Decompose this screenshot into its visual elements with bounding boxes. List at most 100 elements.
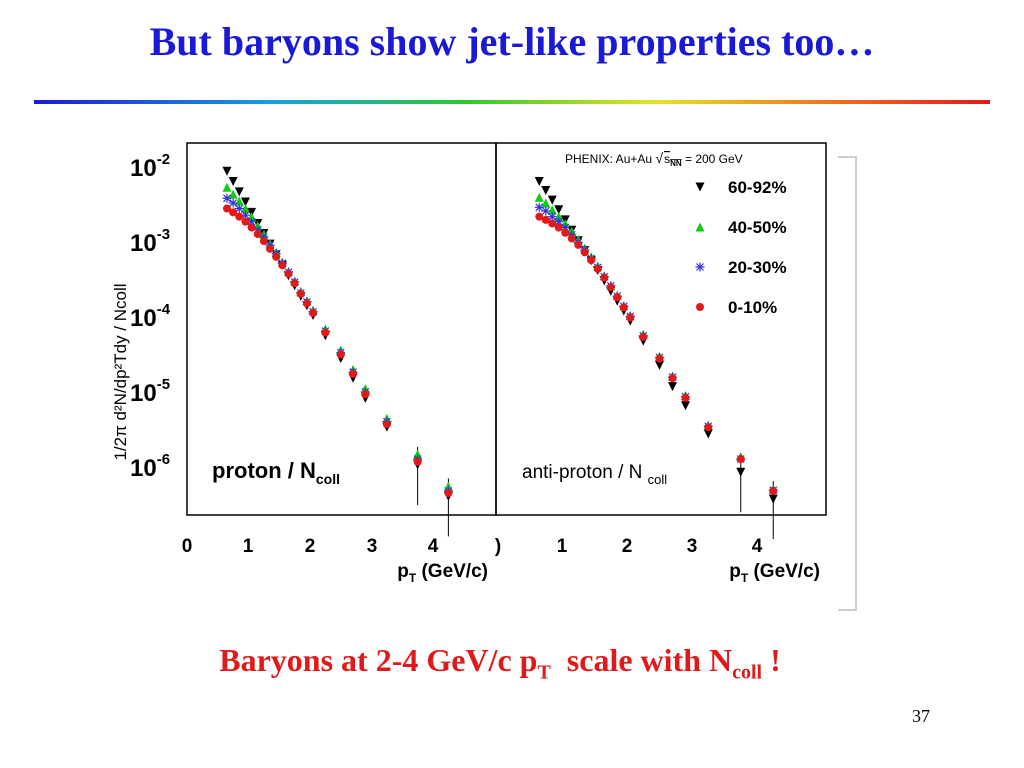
data-point [547,212,557,222]
data-point [266,244,275,253]
data-point [655,354,664,363]
caption-part-3: ! [762,642,781,678]
data-point [554,217,564,227]
x-tick-label: 2 [622,536,633,557]
data-point [234,204,244,214]
data-point [548,219,557,228]
x-tick-label: 3 [367,536,378,557]
data-point [593,264,602,273]
data-point [668,374,677,383]
panel-label-antiproton: anti-proton / N coll [522,462,667,487]
data-point [681,393,690,402]
x-tick-label: 0 [182,536,193,557]
data-point [234,187,244,197]
experiment-label: PHENIX: Au+Au √sNN = 200 GeV [565,150,743,168]
data-point [554,223,563,232]
legend: 60-92% 40-50% 20-30% 0-10% [695,178,787,317]
right-panel-frame [495,142,827,516]
data-point [769,486,778,495]
data-point [247,223,256,232]
data-point [535,212,544,221]
legend-entry-label: 60-92% [728,178,787,197]
data-point [302,299,311,308]
data-point [639,333,648,342]
x-tick-label: 3 [687,536,698,557]
data-point [253,225,263,235]
data-point [626,313,635,322]
data-point [361,390,370,399]
x-tick-label: ) [495,536,501,557]
caption-part-1: Baryons at 2-4 GeV/c p [219,642,538,678]
caption-sub-coll: coll [732,661,763,684]
data-point [704,423,713,432]
data-point [222,182,232,192]
x-tick-label: 4 [428,536,439,557]
caption-part-2: scale with N [550,642,733,678]
data-point [321,328,330,337]
x-tick-label: 1 [557,536,568,557]
data-point [560,223,570,233]
data-point [272,252,281,261]
x-tick-label: 4 [752,536,763,557]
data-point [259,232,269,242]
data-point [600,273,609,282]
data-point [240,204,250,214]
data-point [547,205,557,215]
x-tick-label: 1 [243,536,254,557]
data-point [736,467,746,477]
data-point [228,189,238,199]
data-point [229,208,238,217]
data-point [382,420,391,429]
legend-marker [695,222,705,232]
y-axis-label: 1/2π d²N/dp²Tdy / Ncoll [111,283,130,460]
data-point [580,248,589,257]
data-point [768,494,778,504]
data-point [619,303,628,312]
data-point [534,202,544,212]
legend-entry-label: 40-50% [728,218,787,237]
page-number: 37 [912,706,930,726]
data-point [541,215,550,224]
data-point [241,217,250,226]
data-point [541,198,551,208]
data-point [228,177,238,187]
data-point [534,177,544,187]
data-marks [222,166,778,540]
data-point [284,269,293,278]
data-point [561,228,570,237]
slide-title: But baryons show jet-like properties too… [149,19,875,64]
data-point [613,293,622,302]
x-axis-label-left: pT (GeV/c) [397,561,488,585]
legend-marker [696,303,704,311]
data-point [278,261,287,270]
data-point [235,212,244,221]
x-tick-labels-right: ) 1 2 3 4 [495,536,763,557]
x-tick-labels-left: 0 1 2 3 4 [182,536,439,557]
data-point [668,382,677,392]
data-point [574,240,583,249]
data-point [413,457,422,466]
data-point [703,429,713,439]
figure-background [100,138,830,598]
data-point [655,360,664,370]
data-point [336,350,345,359]
data-point [259,237,268,246]
data-point [541,186,551,196]
data-point [240,210,250,220]
panel-2-points [534,177,778,540]
data-point [309,309,318,318]
data-point [349,369,358,378]
x-axis-label-right: pT (GeV/c) [729,561,820,585]
legend-marker [695,182,705,192]
legend-entry-label: 0-10% [728,298,777,317]
data-point [736,455,745,464]
slide-caption: Baryons at 2-4 GeV/c pT scale with Ncoll… [0,642,1000,684]
legend-marker [695,262,705,272]
data-point [296,289,305,298]
data-point [681,401,690,411]
data-point [567,234,576,243]
caption-sub-t: T [537,661,551,684]
data-point [222,204,231,213]
data-point [534,192,544,202]
